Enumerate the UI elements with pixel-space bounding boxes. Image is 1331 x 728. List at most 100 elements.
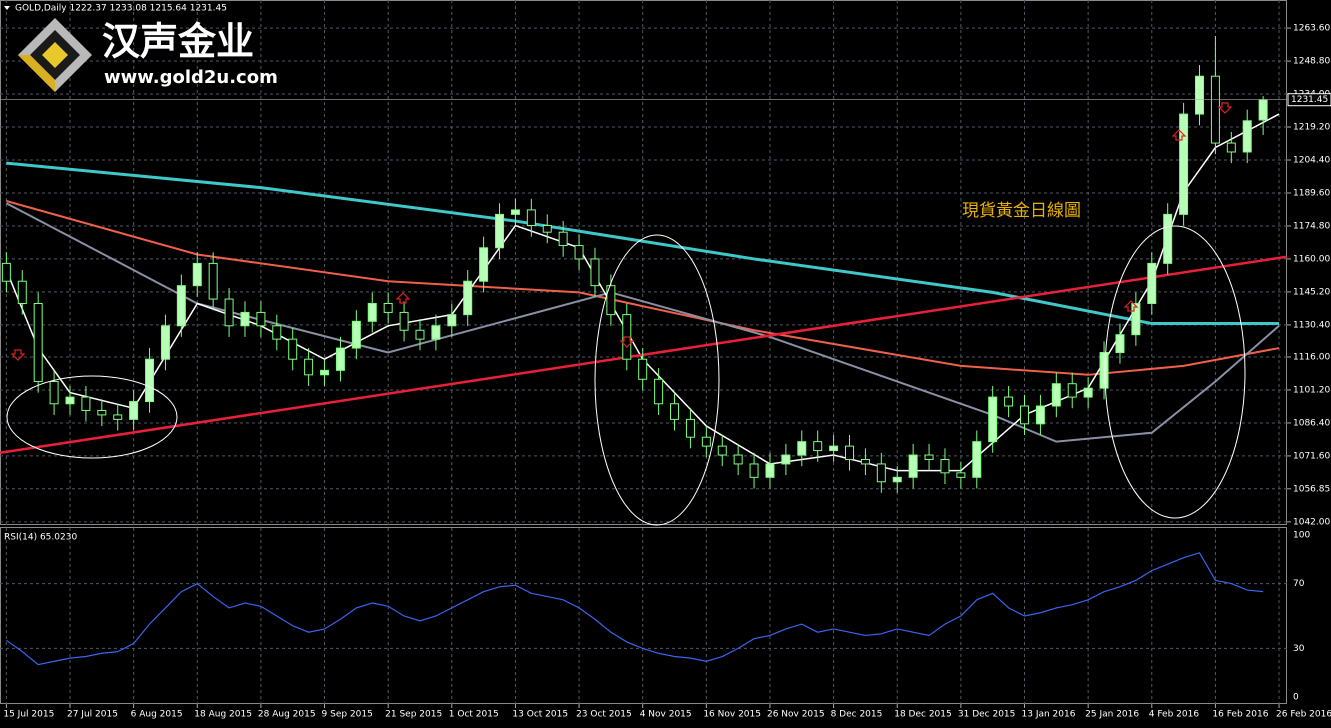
y-tick-label: 1086.40 bbox=[1293, 418, 1330, 428]
candle-body bbox=[256, 311, 266, 327]
ellipse bbox=[6, 375, 178, 459]
y-tick-label: 1130.40 bbox=[1293, 320, 1330, 330]
x-tick-label: 31 Dec 2015 bbox=[958, 710, 1016, 720]
candle-body bbox=[399, 311, 409, 331]
rsi-title: RSI(14) 65.0230 bbox=[4, 533, 77, 543]
candle-body bbox=[1099, 352, 1109, 389]
candle-body bbox=[1131, 303, 1141, 336]
candle-body bbox=[335, 347, 345, 371]
candle-body bbox=[208, 262, 218, 300]
y-tick-label: 1219.20 bbox=[1293, 123, 1330, 133]
candle-body bbox=[1210, 75, 1220, 144]
candle-body bbox=[129, 401, 139, 420]
candle-body bbox=[33, 303, 43, 382]
candle-body bbox=[17, 280, 27, 305]
candle-body bbox=[97, 409, 107, 416]
candle-body bbox=[495, 213, 505, 249]
candle-body bbox=[638, 358, 648, 380]
candle-body bbox=[367, 303, 377, 322]
ellipses bbox=[6, 225, 1246, 526]
x-tick-label: 16 Nov 2015 bbox=[703, 710, 761, 720]
candle-body bbox=[1, 262, 11, 282]
candle-body bbox=[288, 338, 298, 360]
candle-body bbox=[701, 436, 711, 447]
candle-body bbox=[813, 441, 823, 452]
candle-body bbox=[176, 285, 186, 327]
x-tick-label: 27 Jul 2015 bbox=[67, 710, 118, 720]
candle-body bbox=[829, 445, 839, 452]
candle-body bbox=[940, 458, 950, 474]
candle-body bbox=[542, 225, 552, 233]
candle-body bbox=[1067, 383, 1077, 398]
y-tick-label: 100 bbox=[1293, 530, 1310, 540]
annotation: 現貨黃金日線圖 bbox=[962, 201, 1081, 221]
up-arrow bbox=[395, 292, 411, 304]
candle-body bbox=[113, 414, 123, 420]
candle-body bbox=[558, 231, 568, 247]
y-tick-label: 1248.80 bbox=[1293, 57, 1330, 67]
indicator-line bbox=[6, 161, 1280, 326]
down-arrow bbox=[1217, 102, 1233, 114]
grid-layer bbox=[0, 0, 1287, 704]
candle-body bbox=[526, 209, 536, 227]
indicator-line bbox=[5, 202, 1280, 443]
candle-body bbox=[860, 458, 870, 465]
menu-icon bbox=[4, 6, 10, 10]
y-tick-label: 1174.80 bbox=[1293, 221, 1330, 231]
candle-body bbox=[383, 303, 393, 313]
signal-arrows bbox=[10, 102, 1233, 361]
candle-body bbox=[1195, 75, 1205, 115]
candle-body bbox=[781, 454, 791, 465]
y-tick-label: 1042.00 bbox=[1293, 517, 1330, 527]
candle-body bbox=[447, 314, 457, 327]
candle-body bbox=[431, 325, 441, 340]
logo-name: 汉声金业 bbox=[102, 20, 254, 64]
candle-body bbox=[972, 441, 982, 478]
indicator-line bbox=[6, 200, 1280, 376]
main-panel-frame bbox=[0, 0, 1287, 525]
up-arrow bbox=[1171, 129, 1187, 141]
rsi-line bbox=[6, 552, 1264, 666]
current-price-label: 1231.45 bbox=[1291, 95, 1328, 105]
x-tick-label: 1 Oct 2015 bbox=[449, 710, 499, 720]
candle-body bbox=[908, 454, 918, 478]
candle-body bbox=[924, 454, 934, 460]
logo-gold bbox=[18, 55, 55, 92]
candle-body bbox=[670, 403, 680, 420]
candle-body bbox=[654, 378, 664, 405]
x-tick-label: 28 Aug 2015 bbox=[258, 710, 316, 720]
candle-body bbox=[415, 329, 425, 340]
candle-body bbox=[1242, 120, 1252, 153]
candle-body bbox=[272, 325, 282, 340]
candle-body bbox=[81, 396, 91, 411]
candle-body bbox=[145, 358, 155, 403]
candle-body bbox=[956, 472, 966, 478]
candle-body bbox=[749, 463, 759, 478]
y-tick-label: 70 bbox=[1293, 579, 1305, 589]
candle-body bbox=[685, 418, 695, 438]
x-tick-label: 13 Oct 2015 bbox=[512, 710, 568, 720]
candle-body bbox=[479, 247, 489, 282]
current-price-box bbox=[1287, 93, 1331, 107]
y-tick-label: 1071.60 bbox=[1293, 451, 1330, 461]
candle-body bbox=[304, 358, 314, 376]
y-tick-label: 30 bbox=[1293, 644, 1305, 654]
ellipse bbox=[594, 234, 720, 526]
y-tick-label: 1263.60 bbox=[1293, 24, 1330, 34]
x-tick-label: 18 Aug 2015 bbox=[194, 710, 252, 720]
y-tick-label: 1204.40 bbox=[1293, 155, 1330, 165]
candle-body bbox=[845, 445, 855, 460]
logo-core bbox=[42, 42, 68, 68]
logo: 汉声金业 www.gold2u.com bbox=[18, 18, 278, 92]
header: GOLD,Daily 1222.37 1233.08 1215.64 1231.… bbox=[15, 4, 227, 14]
logo-url: www.gold2u.com bbox=[104, 67, 278, 88]
candle-body bbox=[510, 209, 520, 215]
candle-body bbox=[224, 298, 234, 327]
x-tick-label: 21 Sep 2015 bbox=[385, 710, 442, 720]
candle-body bbox=[1179, 113, 1189, 215]
candle-body bbox=[606, 285, 616, 316]
x-tick-label: 23 Oct 2015 bbox=[576, 710, 632, 720]
x-tick-label: 26 Nov 2015 bbox=[767, 710, 825, 720]
ellipse bbox=[1104, 225, 1246, 519]
